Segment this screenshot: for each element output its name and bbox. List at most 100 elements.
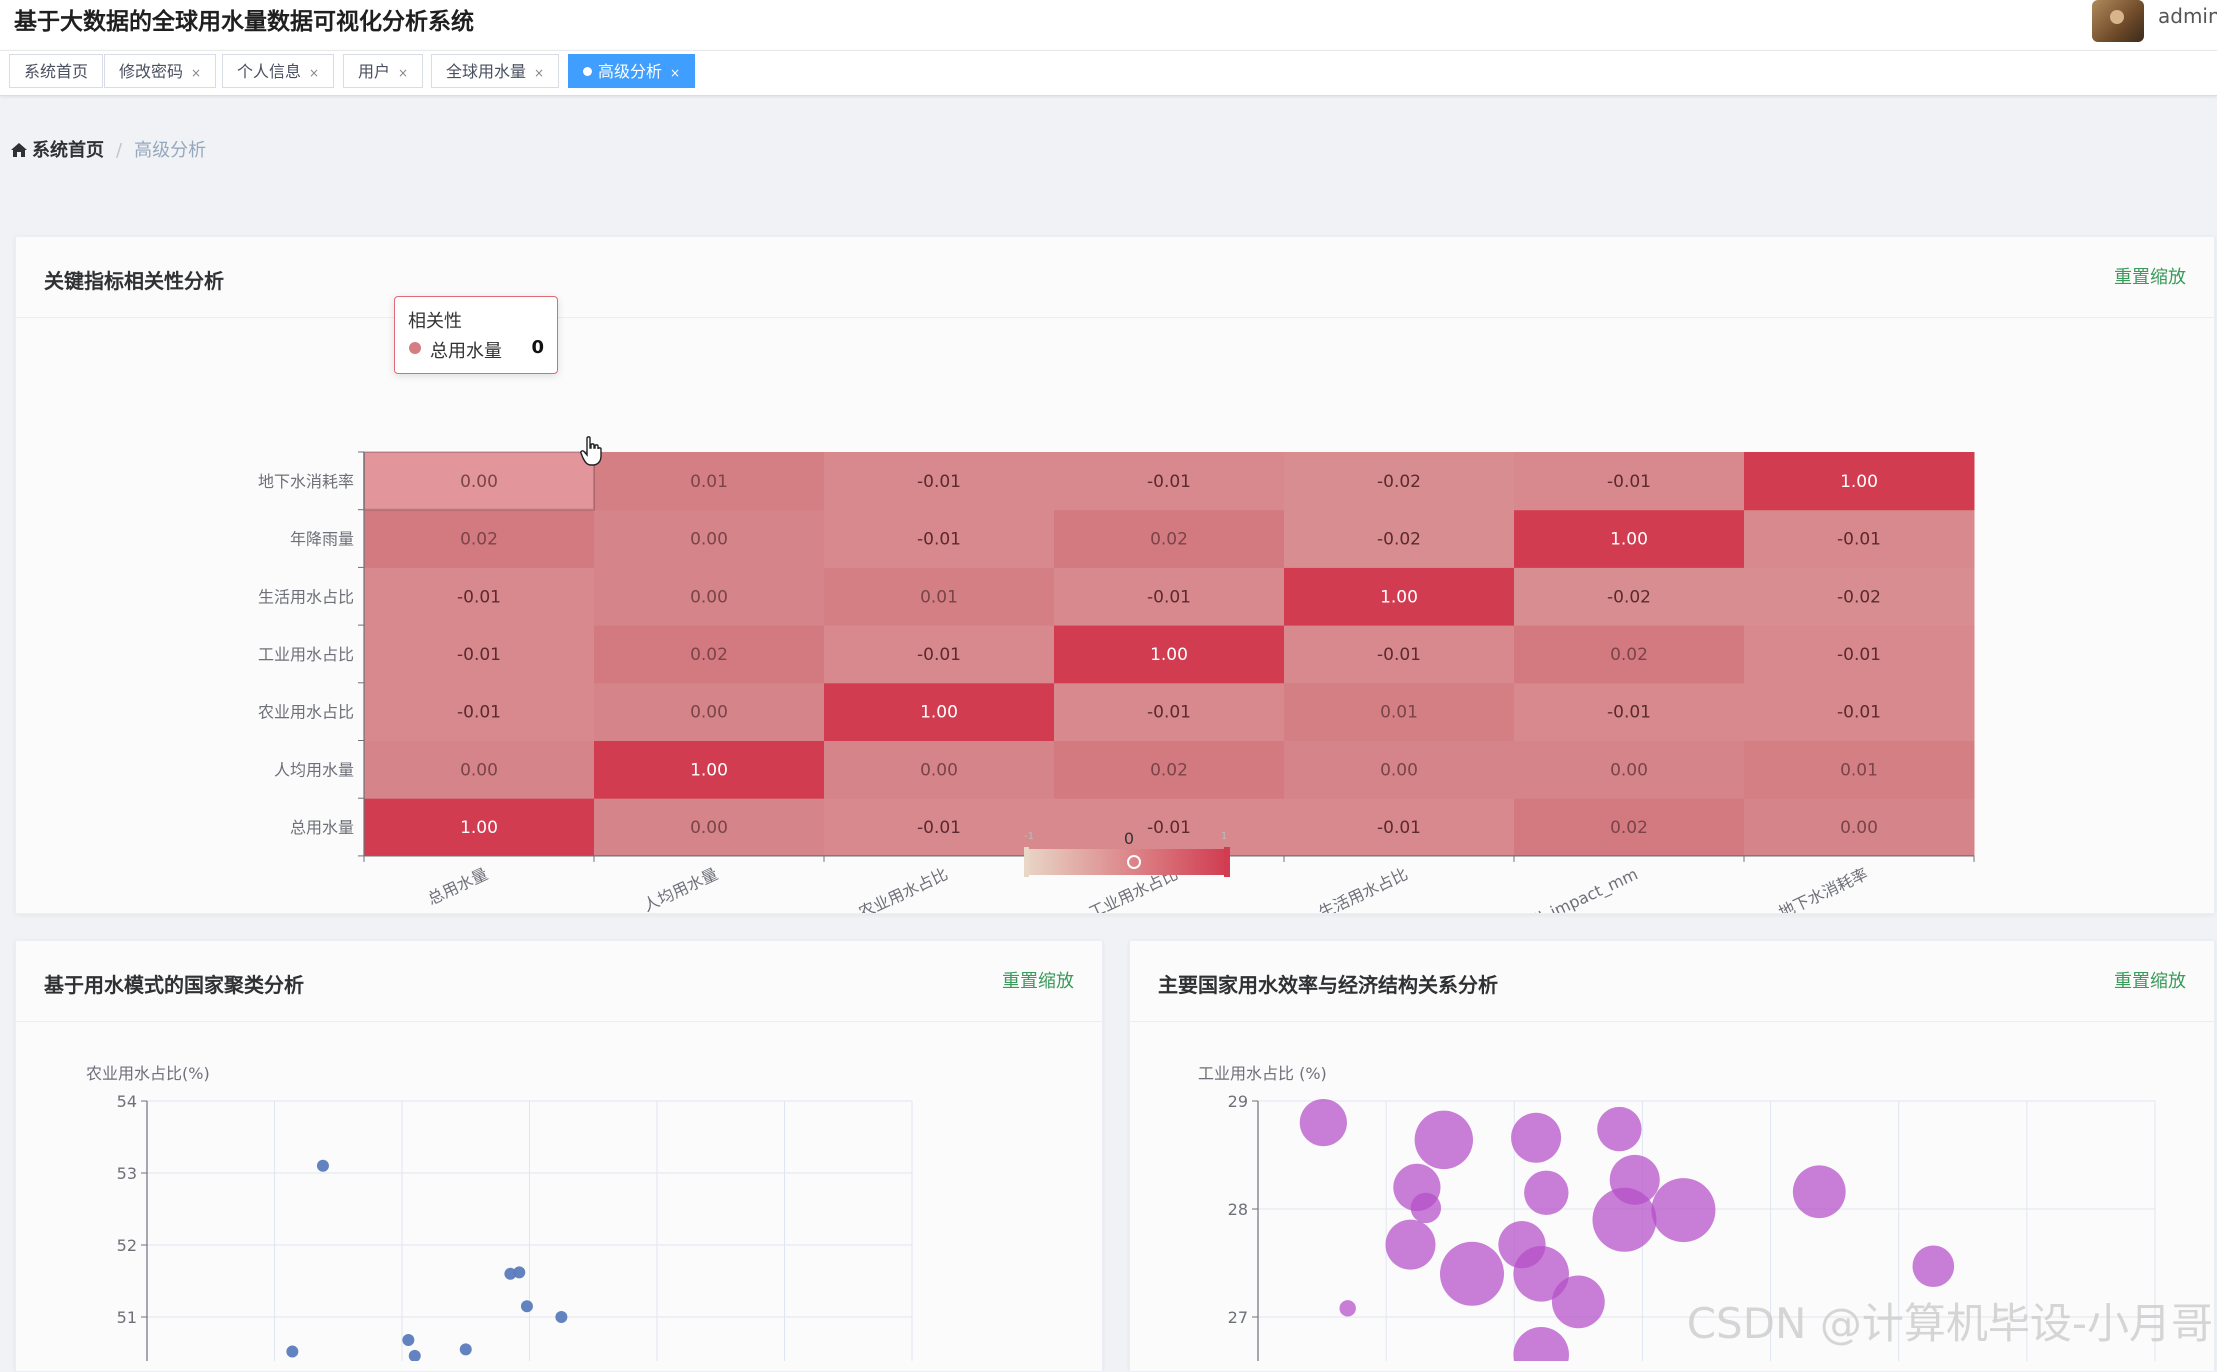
card-header: 关键指标相关性分析 重置缩放 xyxy=(16,237,2214,318)
efficiency-bubble-chart[interactable]: 29 28 27 工业用水占比 (%) xyxy=(1130,1021,2214,1361)
cluster-point xyxy=(513,1266,526,1279)
heatmap-cell xyxy=(1284,452,1515,511)
heatmap-cell xyxy=(1514,567,1745,626)
heatmap-y-label: 农业用水占比 xyxy=(258,703,354,722)
heatmap-cell xyxy=(364,567,595,626)
bubble-point xyxy=(1439,1241,1504,1306)
cluster-point xyxy=(555,1311,568,1323)
heatmap-x-label: 农业用水占比 xyxy=(856,864,951,913)
heatmap-cell-label: 1.00 xyxy=(690,760,728,780)
breadcrumb-home[interactable]: 系统首页 xyxy=(32,140,104,161)
heatmap-cell xyxy=(594,740,825,799)
heatmap-y-label: 工业用水占比 xyxy=(258,645,354,664)
heatmap-cell xyxy=(364,452,595,511)
heatmap-cell-label: 1.00 xyxy=(1840,472,1878,492)
tag-users[interactable]: 用户 × xyxy=(343,54,424,88)
reset-zoom-button[interactable]: 重置缩放 xyxy=(2114,267,2186,288)
visualmap-low-label: -1 xyxy=(1024,831,1034,842)
heatmap-cell-label: -0.01 xyxy=(1147,818,1191,838)
heatmap-cell xyxy=(1054,625,1285,684)
heatmap-cell-label: -0.01 xyxy=(1377,645,1421,665)
heatmap-cell-label: 0.01 xyxy=(1380,703,1418,723)
heatmap-cell xyxy=(1514,625,1745,684)
tag-advanced-analysis[interactable]: 高级分析 × xyxy=(568,54,696,88)
y-axis-tick-label: 53 xyxy=(117,1164,137,1183)
bubble-point xyxy=(1511,1112,1562,1163)
tag-label: 修改密码 xyxy=(119,62,184,81)
close-icon[interactable]: × xyxy=(191,66,202,80)
heatmap-cell-label: -0.01 xyxy=(457,703,501,723)
heatmap-cell-label: 0.00 xyxy=(690,818,728,838)
heatmap-cell-label: -0.01 xyxy=(1837,645,1881,665)
correlation-heatmap[interactable]: 1.00 0.00 -0.01 -0.01 -0.01 0.02 0.00 0.00 1.00 0… xyxy=(16,317,2214,913)
tag-global-water[interactable]: 全球用水量 × xyxy=(431,54,560,88)
heatmap-cell-label: -0.01 xyxy=(1607,472,1651,492)
bubble-point xyxy=(1792,1165,1846,1219)
heatmap-cell xyxy=(1284,682,1515,741)
tag-profile[interactable]: 个人信息 × xyxy=(222,54,335,88)
card-header: 基于用水模式的国家聚类分析 重置缩放 xyxy=(16,941,1102,1022)
heatmap-cell-label: -0.01 xyxy=(917,530,961,550)
close-icon[interactable]: × xyxy=(398,66,409,80)
heatmap-cell-label: -0.01 xyxy=(457,645,501,665)
close-icon[interactable]: × xyxy=(670,66,681,80)
heatmap-cell xyxy=(824,682,1055,741)
heatmap-cell-label: 0.01 xyxy=(920,587,958,607)
username[interactable]: admin xyxy=(2158,4,2217,28)
y-axis-tick-label: 54 xyxy=(117,1092,137,1111)
visualmap-high-label: 1 xyxy=(1221,831,1227,842)
close-icon[interactable]: × xyxy=(534,66,545,80)
cluster-card: 基于用水模式的国家聚类分析 重置缩放 54 53 52 51 农业用水占比(%) xyxy=(15,940,1103,1372)
y-axis-tick-label: 29 xyxy=(1228,1092,1248,1111)
heatmap-cell-label: 1.00 xyxy=(920,703,958,723)
efficiency-card: 主要国家用水效率与经济结构关系分析 重置缩放 29 28 27 工业用水占比 (%) xyxy=(1129,940,2215,1372)
heatmap-cell-label: 0.01 xyxy=(690,472,728,492)
watermark: CSDN @计算机毕设-小月哥 xyxy=(1686,1299,2213,1348)
correlation-card: 关键指标相关性分析 重置缩放 1.00 0.00 -0.01 -0.01 -0.01 0.… xyxy=(15,236,2215,914)
tag-home[interactable]: 系统首页 xyxy=(9,54,104,88)
heatmap-cell-label: -0.01 xyxy=(917,472,961,492)
breadcrumb-current: 高级分析 xyxy=(134,140,207,161)
heatmap-cell-label: 0.02 xyxy=(1150,530,1188,550)
heatmap-cell xyxy=(364,682,595,741)
heatmap-cell-label: 0.00 xyxy=(690,587,728,607)
heatmap-cell-label: 0.00 xyxy=(920,760,958,780)
cluster-point xyxy=(286,1345,299,1358)
heatmap-cell xyxy=(1744,625,1975,684)
heatmap-cell-label: -0.01 xyxy=(1147,472,1191,492)
active-dot-icon xyxy=(583,67,592,76)
heatmap-cell-label: -0.02 xyxy=(1377,530,1421,550)
heatmap-cell xyxy=(1284,509,1515,568)
heatmap-tooltip: 相关性 总用水量 0 xyxy=(394,296,558,374)
heatmap-cell xyxy=(824,798,1055,857)
heatmap-cell xyxy=(1514,798,1745,857)
heatmap-cell xyxy=(1054,682,1285,741)
cluster-point xyxy=(402,1334,415,1347)
heatmap-cell-label: 0.00 xyxy=(1610,760,1648,780)
bubble-point xyxy=(1912,1245,1955,1288)
close-icon[interactable]: × xyxy=(309,66,320,80)
heatmap-cell xyxy=(1054,740,1285,799)
heatmap-cell-label: -0.02 xyxy=(1837,587,1881,607)
breadcrumb-separator: / xyxy=(116,140,123,161)
tooltip-value: 0 xyxy=(531,337,544,358)
user-avatar[interactable] xyxy=(2092,0,2144,42)
top-header: 基于大数据的全球用水量数据可视化分析系统 admin xyxy=(0,0,2217,50)
tag-change-password[interactable]: 修改密码 × xyxy=(104,54,217,88)
tags-view-bar: 系统首页 修改密码 × 个人信息 × 用户 × 全球用水量 × 高级分析 × xyxy=(0,50,2217,96)
heatmap-cell xyxy=(594,452,825,511)
reset-zoom-button[interactable]: 重置缩放 xyxy=(2114,971,2186,992)
reset-zoom-button[interactable]: 重置缩放 xyxy=(1002,971,1074,992)
bubble-point xyxy=(1385,1219,1436,1270)
heatmap-cell xyxy=(1744,509,1975,568)
heatmap-cell-label: -0.01 xyxy=(457,587,501,607)
tag-label: 全球用水量 xyxy=(446,62,527,81)
y-axis-label: 农业用水占比(%) xyxy=(86,1064,210,1083)
app-title: 基于大数据的全球用水量数据可视化分析系统 xyxy=(14,9,474,35)
heatmap-cell-label: 0.02 xyxy=(1610,818,1648,838)
y-axis-tick-label: 51 xyxy=(117,1308,137,1327)
cluster-scatter-chart[interactable]: 54 53 52 51 农业用水占比(%) xyxy=(16,1021,1102,1361)
cluster-point xyxy=(504,1267,517,1280)
heatmap-y-label: 年降雨量 xyxy=(290,530,354,549)
heatmap-cell xyxy=(1744,452,1975,511)
